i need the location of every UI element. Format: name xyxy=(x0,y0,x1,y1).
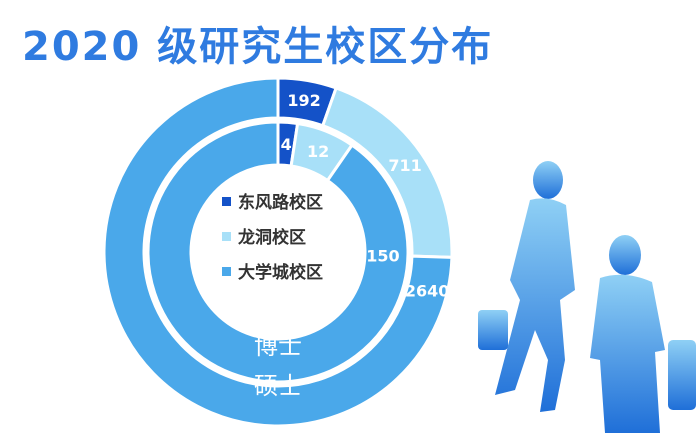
data-label-outer-2: 2640 xyxy=(405,281,450,300)
data-label-inner-1: 12 xyxy=(307,142,329,161)
legend-swatch-2 xyxy=(222,267,231,276)
ring-label-inner: 博士 xyxy=(254,332,302,360)
data-label-inner-0: 4 xyxy=(281,135,292,154)
legend-entry-1: 龙洞校区 xyxy=(237,227,306,248)
slice-inner-2 xyxy=(146,120,410,384)
silhouette-people xyxy=(478,161,696,433)
legend-swatch-1 xyxy=(222,232,231,241)
data-label-outer-1: 711 xyxy=(388,156,421,175)
slice-outer-2 xyxy=(102,76,454,428)
ring-label-outer: 硕士 xyxy=(254,372,302,400)
data-label-outer-0: 192 xyxy=(287,91,320,110)
legend-entry-2: 大学城校区 xyxy=(238,262,323,283)
data-label-inner-2: 150 xyxy=(366,246,399,265)
legend-entry-0: 东风路校区 xyxy=(238,192,323,213)
legend-swatch-0 xyxy=(222,197,231,206)
chart-title: 2020 级研究生校区分布 xyxy=(22,24,494,70)
